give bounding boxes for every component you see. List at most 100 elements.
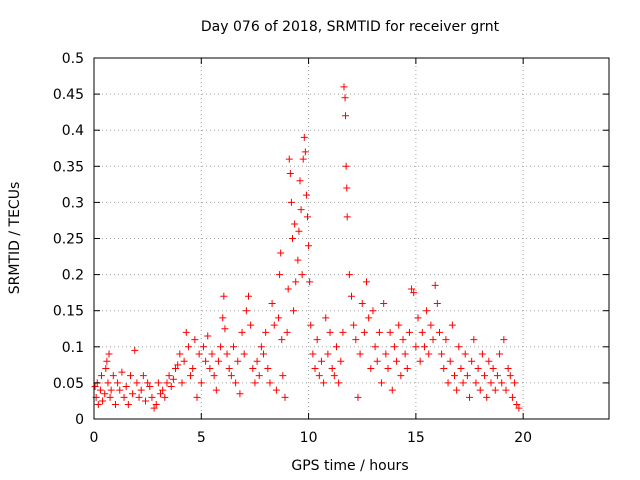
data-point [301, 148, 309, 156]
data-point [191, 336, 199, 344]
data-point [410, 289, 418, 297]
data-point [431, 281, 439, 289]
y-tick-label: 0.35 [53, 159, 84, 175]
data-point [515, 404, 523, 412]
x-tick-label: 0 [90, 430, 99, 446]
data-point [167, 383, 175, 391]
data-point [463, 372, 471, 380]
data-point [470, 336, 478, 344]
data-point [146, 383, 154, 391]
data-point [99, 397, 107, 405]
data-point [324, 350, 332, 358]
data-point [498, 379, 506, 387]
y-tick-label: 0.4 [62, 123, 84, 139]
data-point [491, 386, 499, 394]
data-point [251, 379, 259, 387]
data-point [217, 343, 225, 351]
data-point [423, 307, 431, 315]
data-point [221, 325, 229, 333]
data-point [253, 357, 261, 365]
data-point [474, 364, 482, 372]
data-point [287, 198, 295, 206]
axis-ticks: 0 0.05 0.1 0.15 0.2 0.25 0.3 0.35 0.4 0.45 0.5 0 5 10… [53, 51, 609, 446]
data-point [300, 133, 308, 141]
data-point [493, 372, 501, 380]
data-point [425, 350, 433, 358]
data-point [332, 343, 340, 351]
data-point [288, 235, 296, 242]
data-point [103, 357, 111, 365]
y-tick-label: 0.05 [53, 376, 84, 392]
x-tick-label: 15 [407, 430, 425, 446]
data-point [340, 83, 348, 91]
data-point [106, 393, 114, 401]
data-point [448, 321, 456, 329]
data-point [311, 364, 319, 372]
y-tick-label: 0.45 [53, 87, 84, 103]
data-point [412, 343, 420, 351]
data-point [292, 278, 300, 286]
data-point [249, 364, 257, 372]
data-point [180, 357, 188, 365]
data-point [367, 364, 375, 372]
data-point [264, 364, 272, 372]
data-point [363, 278, 371, 286]
data-point [485, 357, 493, 365]
data-point [472, 379, 480, 387]
data-point [429, 336, 437, 344]
data-point [306, 278, 314, 286]
data-point [489, 364, 497, 372]
data-point [262, 328, 270, 336]
data-point [202, 357, 210, 365]
x-tick-label: 20 [514, 430, 532, 446]
data-point [339, 328, 347, 336]
data-point [478, 350, 486, 358]
grid-lines [94, 58, 609, 419]
data-point [326, 328, 334, 336]
data-point [408, 285, 416, 293]
data-point [199, 343, 207, 351]
data-point [174, 361, 182, 369]
data-point [276, 271, 284, 279]
data-point [229, 343, 237, 351]
data-point [305, 242, 313, 250]
data-point [133, 379, 141, 387]
data-point [178, 379, 186, 387]
data-point [116, 386, 124, 394]
data-point [350, 321, 358, 329]
data-point [126, 372, 134, 380]
data-point [502, 386, 510, 394]
data-point [195, 350, 203, 358]
data-point [278, 336, 286, 344]
data-point [223, 350, 231, 358]
data-point [137, 386, 145, 394]
data-point [483, 393, 491, 401]
data-point [345, 271, 353, 279]
data-point [284, 285, 292, 293]
data-point [461, 350, 469, 358]
data-point [299, 155, 307, 163]
data-point [245, 292, 252, 300]
data-point [352, 336, 360, 344]
data-point [459, 379, 467, 387]
data-point [435, 328, 443, 336]
data-point [446, 357, 454, 365]
data-point [212, 386, 220, 394]
data-point [260, 350, 268, 358]
data-point [266, 379, 274, 387]
data-point [187, 372, 195, 380]
data-point [307, 321, 315, 329]
data-point [500, 336, 508, 344]
data-point [285, 155, 293, 163]
data-point [204, 332, 212, 340]
data-point [453, 386, 461, 394]
data-point [272, 386, 280, 394]
data-point [98, 372, 106, 380]
data-point [513, 401, 521, 409]
data-point [208, 350, 216, 358]
data-point [397, 372, 405, 380]
data-point [504, 364, 512, 372]
data-point [102, 364, 110, 372]
data-point [105, 350, 113, 358]
